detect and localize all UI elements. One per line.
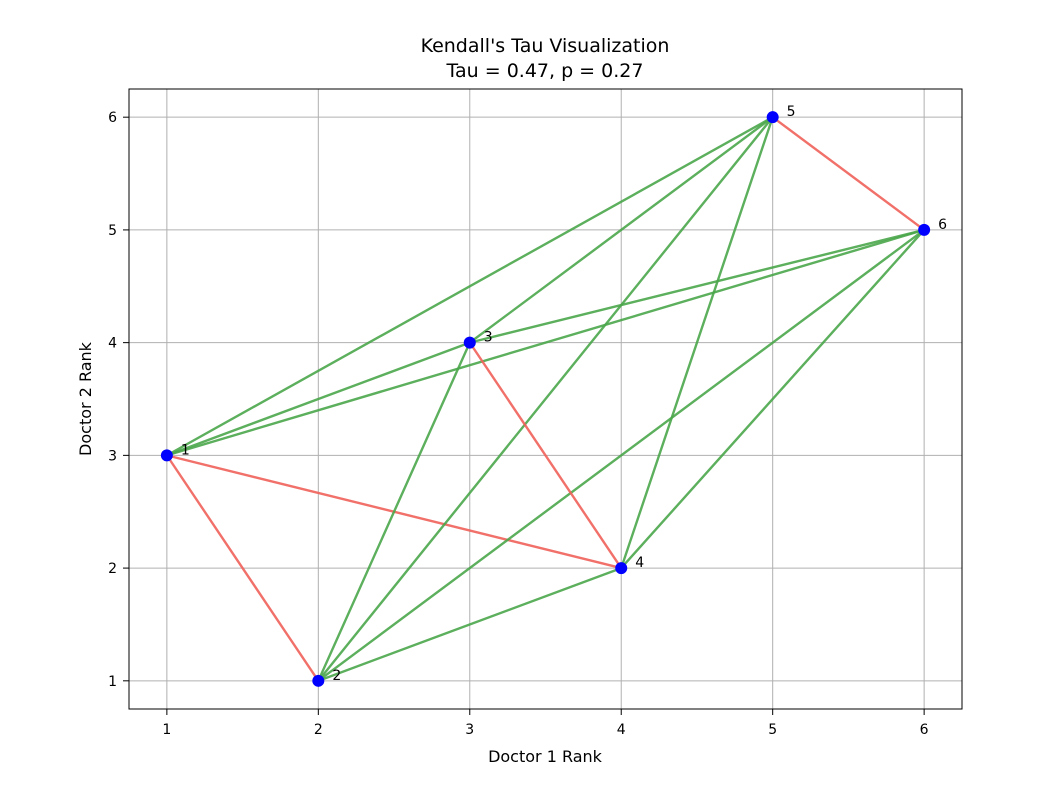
data-point-6 [918,223,931,236]
point-label-3: 3 [484,330,493,346]
point-label-2: 2 [332,668,341,684]
point-labels: 1 2 3 4 5 6 [181,104,947,684]
y-tick-label-3: 3 [108,448,117,464]
concordant-pair-line-3-6 [468,228,926,344]
y-tick-label-6: 6 [108,110,117,126]
concordant-pair-line-4-6 [620,228,926,570]
discordant-pair-line-1-2 [165,454,320,683]
data-point-5 [766,111,779,124]
x-tick-label-3: 3 [465,722,474,738]
y-tick-label-2: 2 [108,561,117,577]
concordant-pair-line-2-5 [317,115,774,683]
concordant-pair-line-3-5 [468,115,774,344]
y-axis-ticks: 1 2 3 4 5 6 [108,110,129,690]
plot-frame [128,88,963,710]
concordant-pair-line-4-5 [620,115,774,570]
y-tick-label-1: 1 [108,674,117,690]
concordant-pair-line-1-3 [165,341,471,457]
data-point-4 [615,562,628,575]
concordant-pair-line-2-6 [317,228,926,683]
chart-title: Kendall's Tau Visualization [421,35,670,57]
concordant-pair-line-1-6 [165,228,926,457]
chart-subtitle: Tau = 0.47, p = 0.27 [446,60,644,82]
x-tick-label-1: 1 [162,722,171,738]
point-label-1: 1 [181,442,190,458]
x-tick-label-2: 2 [314,722,323,738]
point-label-4: 4 [635,555,644,571]
discordant-pair-line-5-6 [771,115,926,232]
x-axis-label: Doctor 1 Rank [488,747,603,766]
data-point-3 [463,336,476,349]
x-axis-ticks: 1 2 3 4 5 6 [162,709,929,738]
concordant-pair-line-1-5 [165,115,774,457]
concordant-pair-line-2-3 [317,341,471,683]
discordant-pair-line-3-4 [468,341,623,570]
data-point-1 [160,449,173,462]
point-label-6: 6 [938,217,947,233]
pair-lines [165,115,926,683]
data-points [160,111,931,687]
y-tick-label-4: 4 [108,336,117,352]
concordant-pair-line-2-4 [317,566,623,683]
x-tick-label-5: 5 [768,722,777,738]
point-label-5: 5 [787,104,796,120]
x-tick-label-6: 6 [920,722,929,738]
x-tick-label-4: 4 [617,722,626,738]
data-point-2 [312,674,325,687]
y-axis-label: Doctor 2 Rank [76,341,95,456]
y-tick-label-5: 5 [108,223,117,239]
